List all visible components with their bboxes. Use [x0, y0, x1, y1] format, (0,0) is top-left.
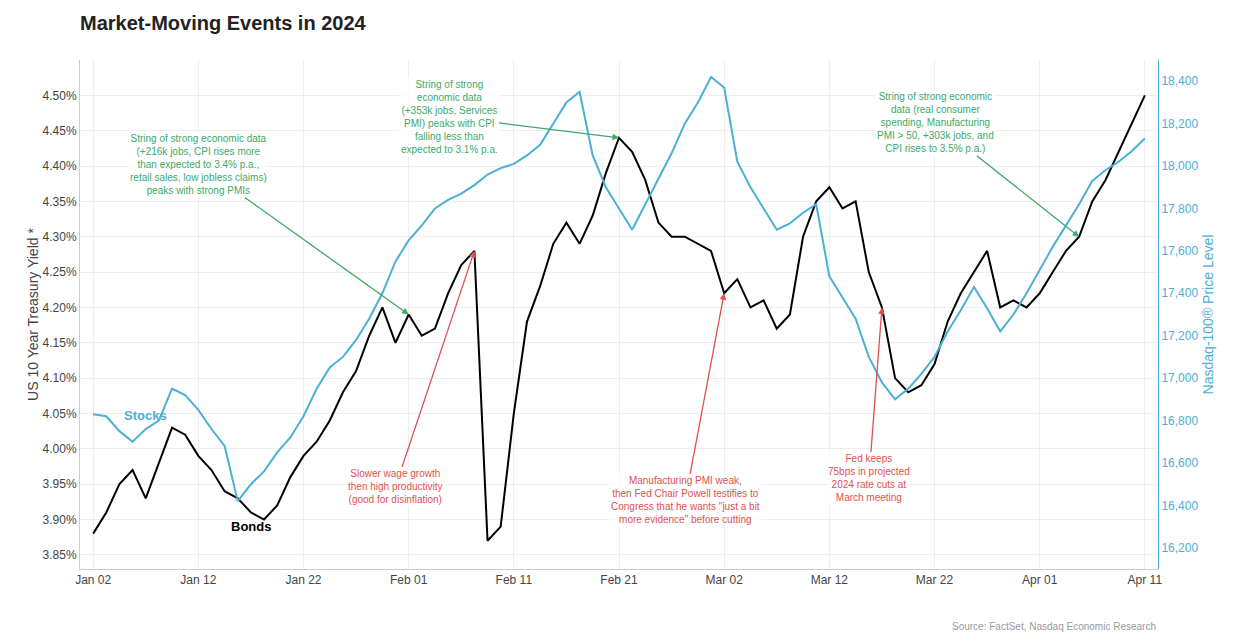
svg-text:4.35%: 4.35%	[43, 195, 77, 209]
svg-text:4.20%: 4.20%	[43, 301, 77, 315]
svg-text:16,200: 16,200	[1161, 541, 1198, 555]
svg-text:17,400: 17,400	[1161, 286, 1198, 300]
svg-text:3.95%: 3.95%	[43, 477, 77, 491]
svg-text:Market-Moving Events in 2024: Market-Moving Events in 2024	[80, 12, 367, 34]
svg-text:4.50%: 4.50%	[43, 89, 77, 103]
svg-text:17,200: 17,200	[1161, 329, 1198, 343]
svg-text:Apr 01: Apr 01	[1022, 573, 1058, 587]
svg-text:4.10%: 4.10%	[43, 371, 77, 385]
svg-text:Mar 02: Mar 02	[705, 573, 743, 587]
svg-text:18,200: 18,200	[1161, 117, 1198, 131]
svg-text:4.30%: 4.30%	[43, 230, 77, 244]
svg-text:4.00%: 4.00%	[43, 442, 77, 456]
svg-text:17,000: 17,000	[1161, 371, 1198, 385]
svg-text:4.45%: 4.45%	[43, 124, 77, 138]
svg-text:String of strong economicdata: String of strong economicdata (real cons…	[877, 91, 994, 154]
svg-text:Nasdaq-100® Price Level: Nasdaq-100® Price Level	[1200, 235, 1216, 395]
svg-text:Mar 12: Mar 12	[811, 573, 849, 587]
svg-text:4.40%: 4.40%	[43, 159, 77, 173]
svg-text:3.85%: 3.85%	[43, 548, 77, 562]
svg-text:Slower wage growththen high pr: Slower wage growththen high productivity…	[348, 468, 443, 505]
svg-text:Stocks: Stocks	[124, 408, 167, 423]
svg-text:String of strongeconomic data(: String of strongeconomic data(+353k jobs…	[401, 79, 498, 155]
svg-text:16,800: 16,800	[1161, 414, 1198, 428]
svg-text:18,400: 18,400	[1161, 74, 1198, 88]
svg-text:18,000: 18,000	[1161, 159, 1198, 173]
svg-text:16,400: 16,400	[1161, 499, 1198, 513]
svg-text:Manufacturing PMI weak,then Fe: Manufacturing PMI weak,then Fed Chair Po…	[611, 475, 760, 525]
svg-text:4.15%: 4.15%	[43, 336, 77, 350]
svg-text:17,800: 17,800	[1161, 202, 1198, 216]
svg-text:Feb 11: Feb 11	[496, 573, 533, 587]
svg-text:3.90%: 3.90%	[43, 513, 77, 527]
svg-text:16,600: 16,600	[1161, 456, 1198, 470]
svg-text:Source: FactSet, Nasdaq Econom: Source: FactSet, Nasdaq Economic Researc…	[952, 621, 1156, 632]
svg-text:Feb 01: Feb 01	[390, 573, 428, 587]
svg-text:4.25%: 4.25%	[43, 265, 77, 279]
svg-text:Fed keeps75bps in projected202: Fed keeps75bps in projected2024 rate cut…	[828, 453, 910, 503]
svg-text:String of strong economic data: String of strong economic data(+216k job…	[130, 133, 267, 196]
svg-text:17,600: 17,600	[1161, 244, 1198, 258]
svg-text:Jan 22: Jan 22	[285, 573, 321, 587]
svg-text:US 10 Year Treasury Yield *: US 10 Year Treasury Yield *	[25, 228, 41, 401]
svg-text:Jan 12: Jan 12	[180, 573, 216, 587]
svg-text:Apr 11: Apr 11	[1128, 573, 1163, 587]
svg-text:Jan 02: Jan 02	[75, 573, 111, 587]
svg-text:Mar 22: Mar 22	[916, 573, 954, 587]
svg-text:4.05%: 4.05%	[43, 407, 77, 421]
svg-text:Bonds: Bonds	[231, 519, 271, 534]
svg-text:Feb 21: Feb 21	[600, 573, 638, 587]
